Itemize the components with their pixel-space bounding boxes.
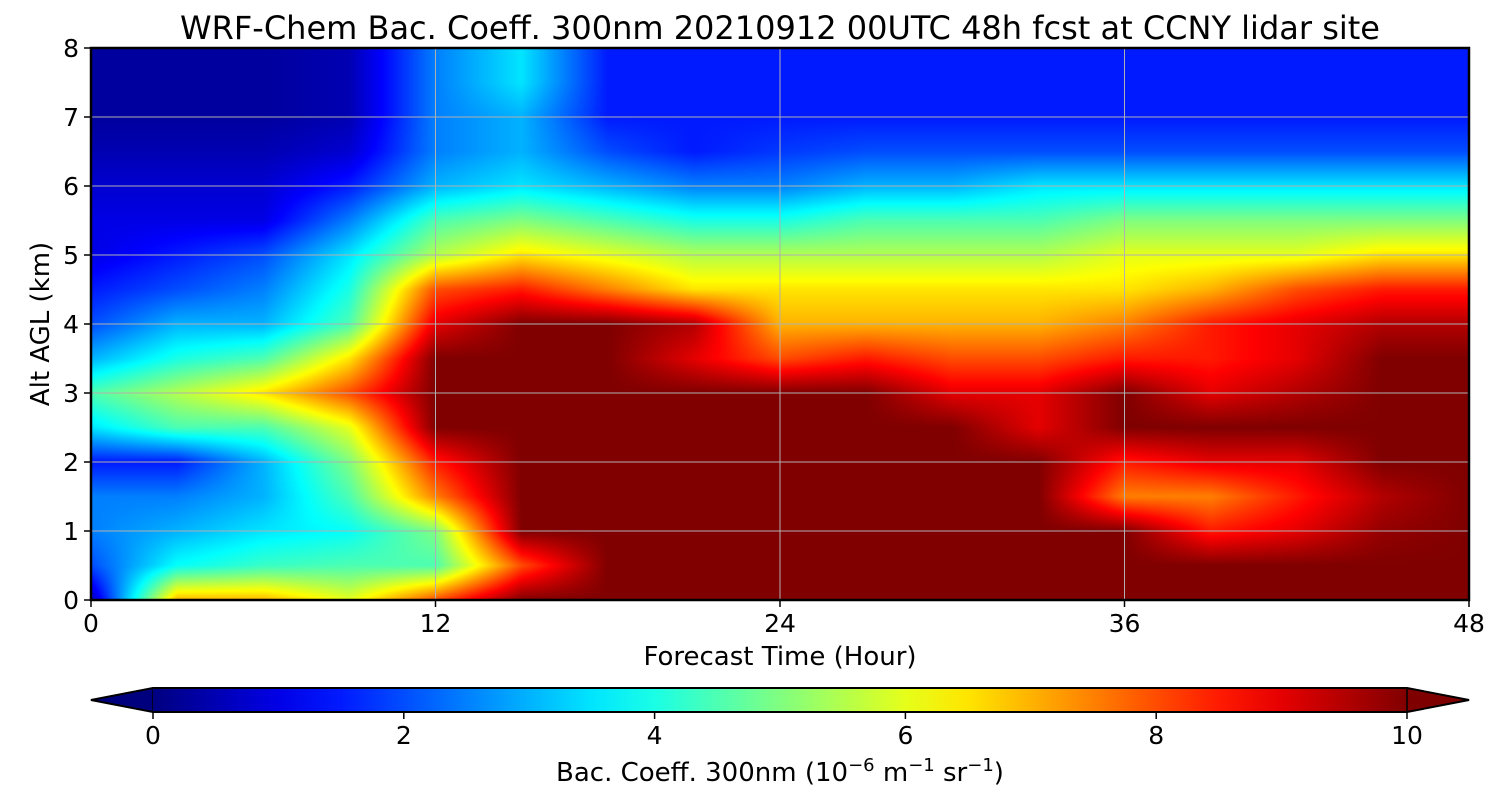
plot-area (89, 46, 1471, 602)
colorbar-tick-label: 10 (1391, 721, 1423, 750)
colorbar-extend-low (90, 687, 154, 713)
colorbar-ticks: 0 2 4 6 8 10 (145, 712, 1423, 750)
y-tick-label: 5 (63, 241, 79, 270)
y-tick-label: 3 (63, 379, 79, 408)
y-tick-label: 2 (63, 448, 79, 477)
y-tick-label: 4 (63, 310, 79, 339)
colorbar-gradient (153, 688, 1407, 712)
y-tick-label: 8 (63, 34, 79, 63)
colorbar-tick-label: 8 (1148, 721, 1164, 750)
x-tick-label: 12 (420, 609, 452, 638)
x-tick-label: 48 (1453, 609, 1485, 638)
chart-title: WRF-Chem Bac. Coeff. 300nm 20210912 00UT… (180, 9, 1380, 47)
colorbar: 0 2 4 6 8 10 Bac. Coeff. 300nm (10−6 m−1 sr−1… (90, 687, 1470, 788)
grid (91, 48, 1469, 600)
x-axis: 0 12 24 36 48 (83, 600, 1485, 638)
colorbar-extend-high (1406, 687, 1470, 713)
colorbar-tick-label: 6 (897, 721, 913, 750)
y-tick-label: 1 (63, 517, 79, 546)
x-tick-label: 36 (1109, 609, 1141, 638)
y-tick-label: 6 (63, 172, 79, 201)
colorbar-tick-label: 4 (647, 721, 663, 750)
y-axis: 0 1 2 3 4 5 6 7 8 (63, 34, 91, 615)
colorbar-tick-label: 2 (396, 721, 412, 750)
y-axis-label: Alt AGL (km) (26, 242, 56, 406)
x-axis-label: Forecast Time (Hour) (643, 642, 916, 672)
colorbar-label: Bac. Coeff. 300nm (10−6 m−1 sr−1) (556, 755, 1004, 788)
y-tick-label: 7 (63, 103, 79, 132)
y-tick-label: 0 (63, 586, 79, 615)
colorbar-tick-label: 0 (145, 721, 161, 750)
x-tick-label: 24 (764, 609, 796, 638)
x-tick-label: 0 (83, 609, 99, 638)
